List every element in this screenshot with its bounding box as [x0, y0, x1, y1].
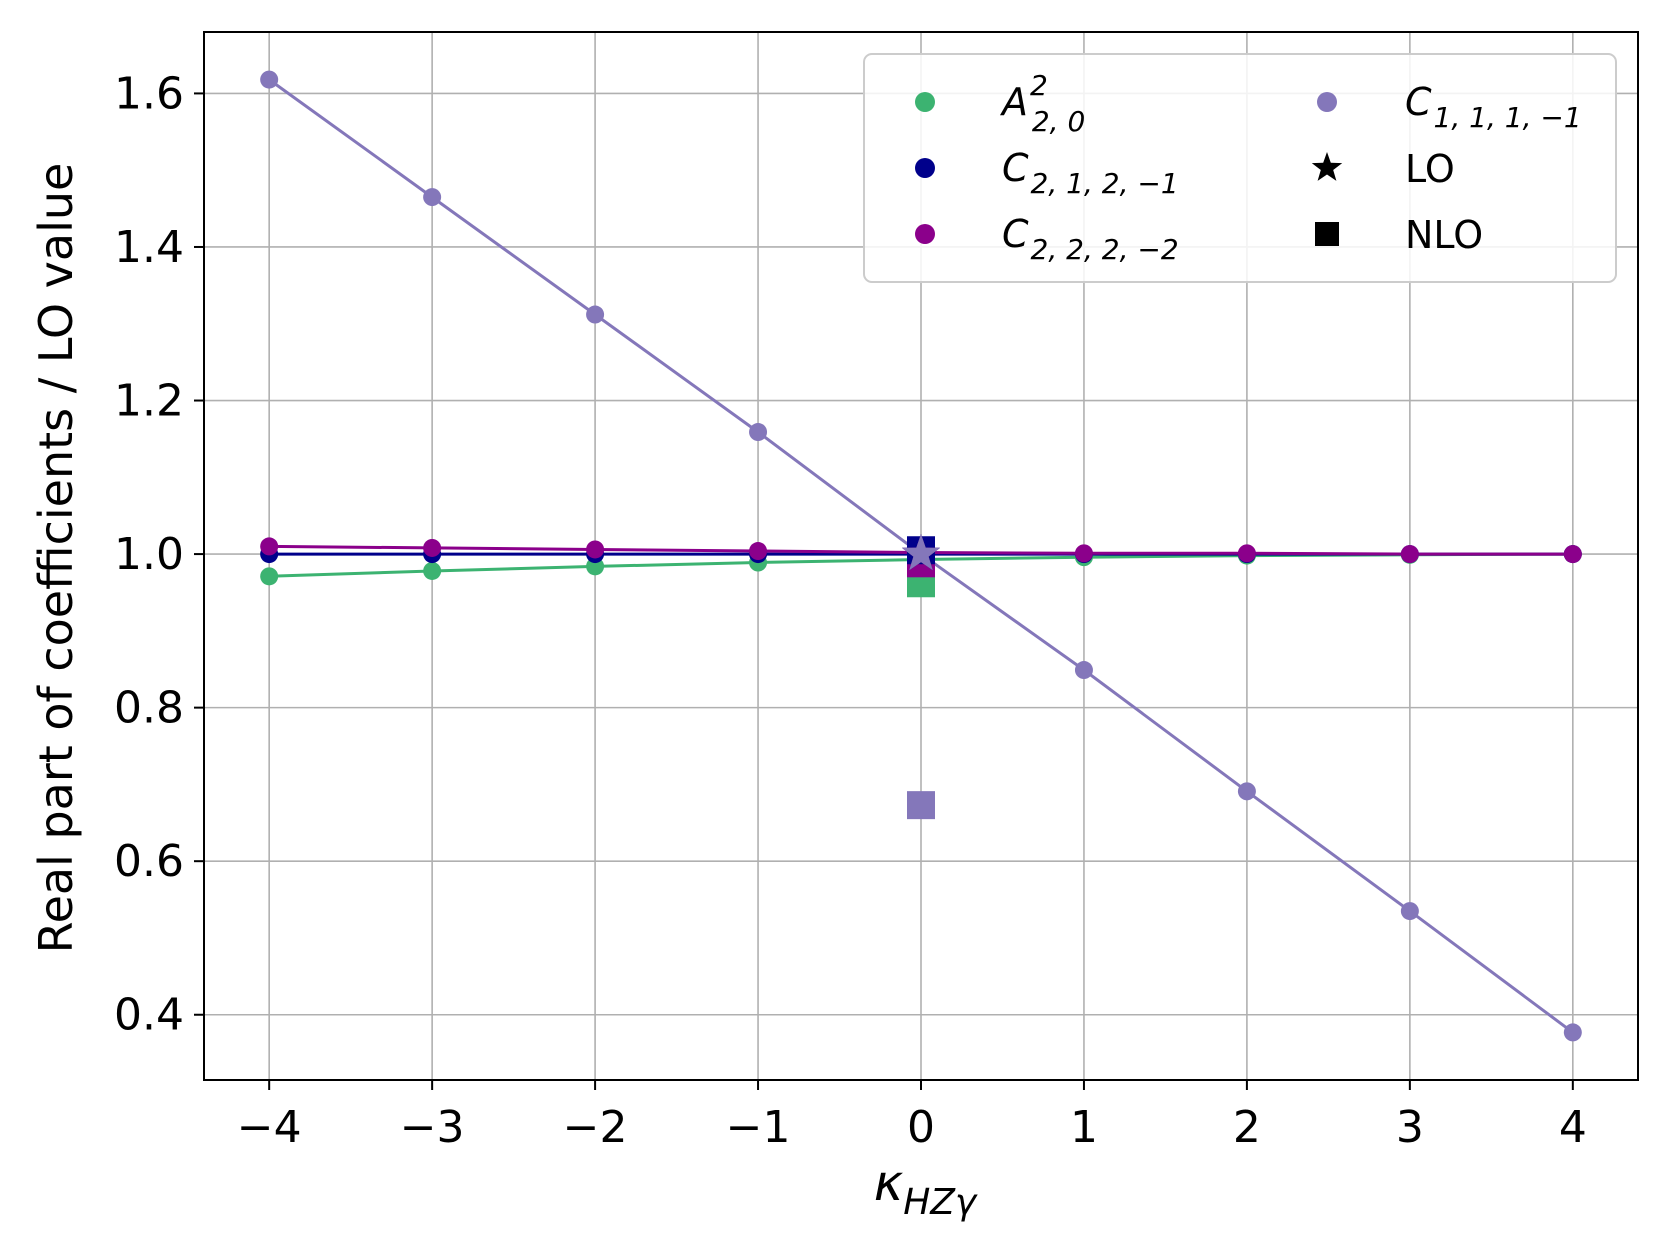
legend-marker-series-2: [915, 224, 935, 244]
legend-label-subscript: 2, 0: [1032, 105, 1085, 138]
x-tick-label-0: −4: [237, 1102, 302, 1153]
series-2-point-0: [260, 537, 279, 556]
series-2-point-8: [1563, 545, 1582, 564]
legend-label-main: C: [1002, 212, 1029, 256]
series-3-point-8: [1563, 1023, 1582, 1042]
legend-marker-series-3: [1317, 92, 1337, 112]
y-tick-label-4: 1.2: [114, 376, 184, 427]
legend-nlo-label: NLO: [1405, 213, 1483, 257]
series-2-point-3: [749, 542, 768, 561]
legend-label-subscript: 1, 1, 1, −1: [1434, 101, 1582, 134]
y-tick-label-0: 0.4: [114, 990, 184, 1041]
nlo-square-series-3: [907, 791, 935, 820]
series-2-point-6: [1237, 544, 1256, 563]
x-tick-label-7: 3: [1396, 1102, 1424, 1153]
legend-label-main: A: [999, 80, 1028, 124]
y-tick-label-5: 1.4: [114, 222, 184, 273]
series-2-point-2: [586, 540, 605, 559]
x-tick-label-1: −3: [400, 1102, 465, 1153]
series-3-point-7: [1400, 902, 1419, 921]
lo-star-series-3: [902, 534, 940, 571]
legend-label-series-0: A2 2, 0: [999, 69, 1085, 138]
series-2-point-1: [423, 538, 442, 557]
x-tick-label-6: 2: [1233, 1102, 1261, 1153]
legend-label-series-3: C1, 1, 1, −1: [1405, 80, 1582, 134]
series-3-point-3: [749, 423, 768, 442]
series-2-point-7: [1400, 545, 1419, 564]
series-3-point-1: [423, 188, 442, 207]
legend-label-main: C: [1002, 146, 1029, 190]
x-axis-label: κHZγ: [874, 1154, 978, 1223]
series-3-point-2: [586, 305, 605, 324]
legend-label-series-1: C2, 1, 2, −1: [1002, 146, 1179, 200]
series-3-point-6: [1237, 782, 1256, 801]
series-0-point-0: [260, 567, 279, 586]
x-tick-label-3: −1: [726, 1102, 791, 1153]
x-axis-label-main: κ: [874, 1154, 904, 1212]
legend-label-series-2: C2, 2, 2, −2: [1002, 212, 1179, 266]
y-tick-label-1: 0.6: [114, 836, 184, 887]
y-axis-ticks: 0.4 0.6 0.8 1.0 1.2 1.4 1.6: [114, 68, 204, 1041]
legend-label-main: C: [1405, 80, 1432, 124]
legend-box: [863, 53, 1617, 283]
x-tick-label-2: −2: [563, 1102, 628, 1153]
x-tick-label-8: 4: [1559, 1102, 1587, 1153]
series-0-point-1: [423, 561, 442, 580]
legend-label-superscript: 2: [1030, 69, 1048, 102]
series-3-point-0: [260, 70, 279, 89]
y-tick-label-6: 1.6: [114, 68, 184, 119]
x-axis-label-subscript: HZγ: [903, 1182, 978, 1223]
x-tick-label-4: 0: [907, 1102, 935, 1153]
legend-label-subscript: 2, 2, 2, −2: [1031, 233, 1179, 266]
y-tick-label-2: 0.8: [114, 683, 184, 734]
legend-lo-label: LO: [1405, 147, 1455, 191]
series-3-point-5: [1074, 661, 1093, 680]
legend-square-icon: [1315, 222, 1339, 246]
legend-star-icon: [1311, 152, 1343, 181]
legend-marker-series-0: [915, 92, 935, 112]
lo-nlo-markers: [902, 534, 940, 820]
legend-marker-series-1: [915, 158, 935, 178]
legend-label-subscript: 2, 1, 2, −1: [1031, 167, 1179, 200]
x-tick-label-5: 1: [1070, 1102, 1098, 1153]
x-axis-ticks: −4 −3 −2 −1 0 1 2 3 4: [237, 1080, 1587, 1153]
y-axis-label: Real part of coefficients / LO value: [29, 163, 83, 954]
series-2-point-5: [1074, 544, 1093, 563]
legend: A2 2, 0C2, 1, 2, −1C2, 2, 2, −2C1, 1, 1, …: [863, 53, 1617, 283]
y-tick-label-3: 1.0: [114, 529, 184, 580]
